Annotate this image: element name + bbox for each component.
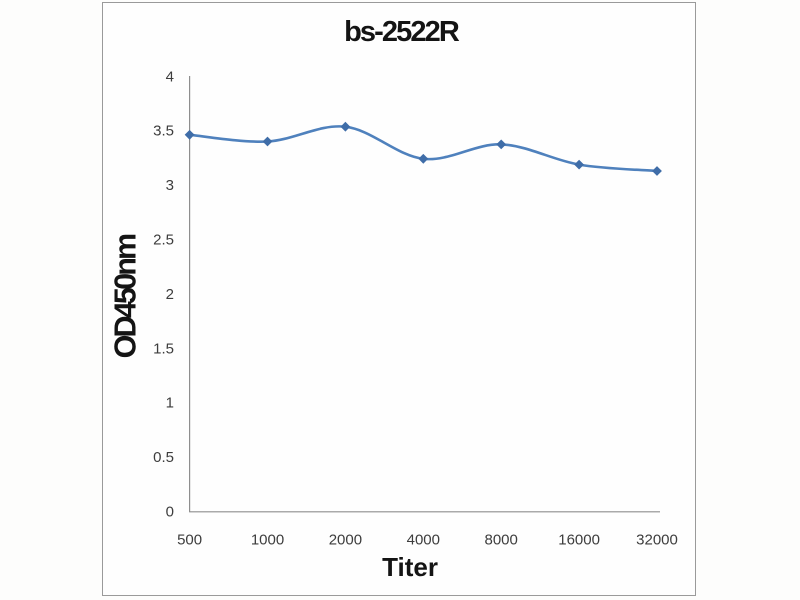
svg-text:OD450nm: OD450nm [109, 234, 143, 358]
svg-text:1: 1 [166, 395, 174, 412]
svg-text:bs-2522R: bs-2522R [344, 16, 460, 48]
svg-text:0.5: 0.5 [153, 449, 174, 466]
svg-text:Titer: Titer [382, 552, 438, 582]
svg-text:0: 0 [166, 504, 174, 521]
svg-text:16000: 16000 [558, 532, 600, 549]
svg-text:3: 3 [166, 177, 174, 194]
svg-text:8000: 8000 [485, 532, 518, 549]
svg-text:2000: 2000 [329, 532, 362, 549]
svg-text:1000: 1000 [251, 532, 284, 549]
svg-text:4: 4 [166, 68, 174, 85]
svg-text:4000: 4000 [407, 532, 440, 549]
svg-text:2: 2 [166, 286, 174, 303]
svg-text:500: 500 [177, 532, 202, 549]
svg-text:32000: 32000 [636, 532, 678, 549]
svg-text:2.5: 2.5 [153, 232, 174, 249]
svg-text:1.5: 1.5 [153, 340, 174, 357]
svg-text:3.5: 3.5 [153, 123, 174, 140]
